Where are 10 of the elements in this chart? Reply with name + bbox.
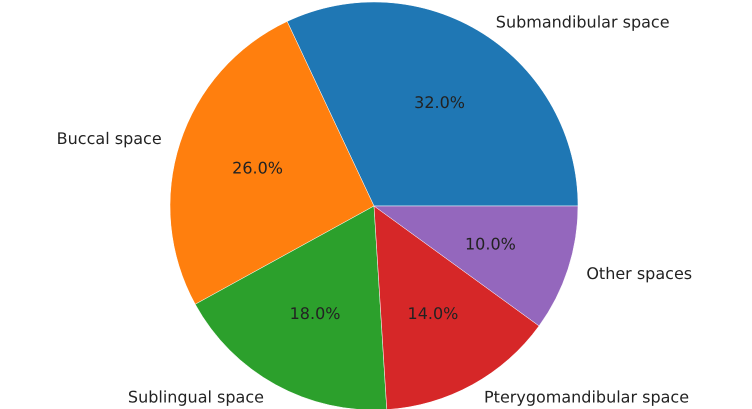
slice-label: Buccal space <box>56 129 162 148</box>
data-label: 18.0% <box>290 304 340 323</box>
slice-label: Sublingual space <box>128 388 264 407</box>
slice-label: Pterygomandibular space <box>484 388 690 407</box>
slice-label: Other spaces <box>586 264 692 283</box>
slice-label: Submandibular space <box>496 12 670 32</box>
data-label: 26.0% <box>232 158 284 178</box>
data-label: 32.0% <box>414 93 465 112</box>
data-label: 10.0% <box>464 234 516 254</box>
data-label: 14.0% <box>408 304 458 323</box>
